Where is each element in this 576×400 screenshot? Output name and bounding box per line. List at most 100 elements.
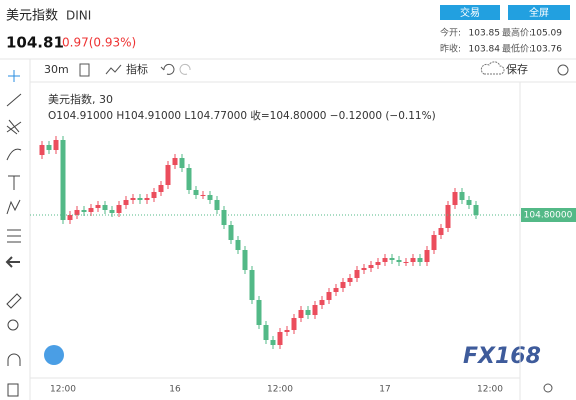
cloud-badge[interactable] [44, 345, 64, 365]
axis-settings[interactable] [543, 383, 553, 393]
stat-label: 最高价: [502, 27, 532, 39]
candle-body [340, 282, 346, 288]
candle-body [214, 200, 220, 210]
x-tick-label: 12:00 [477, 385, 503, 395]
price: 104.81 [6, 34, 64, 52]
candle-body [60, 140, 66, 220]
redo-icon[interactable] [179, 63, 191, 75]
indicators[interactable]: 指标 [126, 62, 148, 76]
candle-body [39, 145, 45, 155]
candle-body [438, 228, 444, 235]
trade-button[interactable] [440, 5, 500, 20]
trend-tool[interactable] [6, 93, 22, 107]
candle-body [410, 258, 416, 262]
candle-body [67, 215, 73, 220]
candle-body [354, 270, 360, 278]
ruler-tool[interactable] [6, 293, 22, 309]
fib-tool[interactable] [6, 119, 22, 135]
candle-body [158, 185, 164, 192]
back-tool[interactable] [5, 256, 20, 268]
candle-body [270, 340, 276, 345]
crosshair-tool[interactable] [8, 70, 20, 82]
candle-body [375, 262, 381, 265]
candle-body [74, 210, 80, 215]
candle-body [284, 330, 290, 332]
candle-body [256, 300, 262, 325]
candle-body [291, 318, 297, 330]
measure-tool[interactable] [7, 229, 21, 243]
candle-body [193, 190, 199, 195]
save[interactable]: 保存 [506, 62, 528, 76]
candle-body [473, 205, 479, 215]
candle-body [123, 200, 129, 205]
candle-body [459, 192, 465, 200]
candle-body [88, 208, 94, 212]
tools [5, 70, 22, 397]
brush-tool[interactable] [6, 148, 22, 161]
candle-body [368, 265, 374, 268]
candle-body [53, 140, 59, 150]
candle-body [207, 195, 213, 200]
candle-body [277, 332, 283, 345]
settings-icon[interactable] [557, 64, 569, 76]
change: 0.97(0.93%) [62, 36, 136, 50]
candle-icon[interactable] [79, 63, 90, 77]
trash-tool[interactable] [7, 383, 19, 397]
magnet-tool[interactable] [7, 353, 21, 366]
candle-body [130, 198, 136, 200]
stat-value: 105.09 [531, 29, 563, 39]
fullscreen-button[interactable] [508, 5, 570, 20]
x-tick-label: 16 [169, 385, 181, 395]
candle-body [95, 205, 101, 208]
candle-body [305, 310, 311, 315]
cloud-icon[interactable] [480, 61, 505, 75]
candle-body [137, 198, 143, 200]
candle-body [200, 195, 206, 196]
candle-body [165, 165, 171, 185]
zoom-tool[interactable] [7, 319, 19, 331]
fullscreen-label[interactable]: 全屏 [529, 6, 549, 19]
indicator-icon[interactable] [105, 64, 122, 75]
watermark: FX168 [463, 344, 541, 369]
candle-body [221, 210, 227, 225]
candle-body [445, 205, 451, 228]
x-tick-label: 12:00 [50, 385, 76, 395]
x-tick-label: 12:00 [267, 385, 293, 395]
trade-label[interactable]: 交易 [460, 6, 480, 19]
candle-body [144, 198, 150, 200]
candle-body [102, 205, 108, 210]
candle-body [396, 260, 402, 262]
legend-name: 美元指数, 30 [48, 92, 113, 106]
candle-body [361, 268, 367, 270]
candle-body [116, 205, 122, 213]
candle-body [347, 278, 353, 282]
stat-value: 103.84 [469, 45, 501, 55]
stat-value: 103.85 [469, 29, 501, 39]
candle-body [151, 192, 157, 198]
candle-body [228, 225, 234, 240]
symbol: DINI [66, 9, 91, 23]
candle-body [312, 305, 318, 315]
candle-body [235, 240, 241, 250]
candle-body [333, 288, 339, 292]
candle-body [417, 258, 423, 262]
pattern-tool[interactable] [6, 199, 21, 215]
text-tool[interactable] [8, 175, 20, 190]
stat-label: 最低价: [502, 43, 532, 55]
candle-body [263, 325, 269, 340]
candle-body [172, 158, 178, 165]
legend-ohlc: O104.91000 H104.91000 L104.77000 收=104.8… [48, 109, 436, 122]
candle-body [242, 250, 248, 270]
title: 美元指数 [6, 9, 58, 24]
candle-body [179, 158, 185, 168]
candle-body [81, 210, 87, 212]
price-tag-label: 104.80000 [524, 211, 573, 221]
candle-body [46, 145, 52, 150]
stat-label: 今开: [440, 27, 461, 39]
candle-body [452, 192, 458, 205]
stat-label: 昨收: [440, 43, 461, 55]
interval[interactable]: 30m [44, 63, 69, 76]
undo-icon[interactable] [160, 63, 175, 75]
